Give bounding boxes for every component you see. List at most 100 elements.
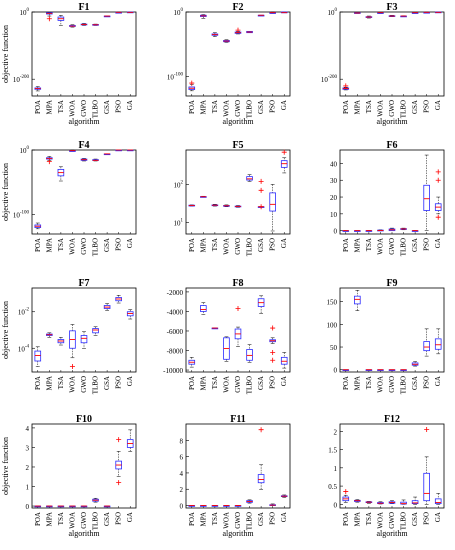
chart-title: F3 bbox=[386, 2, 397, 13]
y-tick-label: 50 bbox=[330, 344, 338, 352]
x-tick-label-tsa: TSA bbox=[57, 512, 65, 525]
x-tick-label-ga: GA bbox=[280, 512, 288, 522]
y-tick-label: 2 bbox=[180, 486, 184, 494]
box-body bbox=[92, 328, 99, 334]
y-tick-label: 2 bbox=[334, 428, 338, 436]
y-tick-exponent: -200 bbox=[20, 75, 30, 80]
box-tsa bbox=[365, 15, 373, 19]
x-tick-label-ga: GA bbox=[280, 376, 288, 386]
x-tick-label-ga: GA bbox=[126, 238, 134, 248]
x-tick-label-gsa: GSA bbox=[103, 376, 111, 390]
box-tsa bbox=[365, 230, 373, 232]
x-tick-label-gsa: GSA bbox=[411, 238, 419, 252]
x-tick-label-gsa: GSA bbox=[411, 100, 419, 114]
box-pso bbox=[423, 328, 430, 357]
x-tick-label-tlbo: TLBO bbox=[92, 512, 100, 530]
x-tick-label-mpa: MPA bbox=[353, 100, 361, 115]
box-woa bbox=[69, 324, 76, 370]
y-tick-label: 2 bbox=[26, 464, 30, 472]
y-tick-base: 40 bbox=[330, 160, 338, 168]
box-woa bbox=[377, 369, 384, 371]
box-body bbox=[200, 305, 207, 312]
box-woa bbox=[223, 505, 230, 507]
y-tick-base: 0 bbox=[334, 367, 338, 375]
x-tick-label-tlbo: TLBO bbox=[92, 238, 100, 256]
x-tick-label-woa: WOA bbox=[68, 376, 76, 393]
x-tick-label-pso: PSO bbox=[423, 100, 431, 113]
x-tick-label-gwo: GWO bbox=[80, 238, 88, 255]
box-tsa bbox=[57, 166, 65, 182]
y-tick-base: 150 bbox=[327, 299, 338, 307]
x-tick-label-tsa: TSA bbox=[365, 376, 373, 389]
x-tick-label-gwo: GWO bbox=[234, 512, 242, 529]
y-tick-label: 10-200 bbox=[13, 75, 30, 84]
y-tick-base: -8000 bbox=[167, 348, 184, 356]
y-tick-exponent: -100 bbox=[174, 73, 184, 78]
x-tick-label-pso: PSO bbox=[269, 376, 277, 389]
y-tick-label: 1 bbox=[26, 484, 30, 492]
y-tick-label: 102 bbox=[174, 180, 184, 189]
box-gwo bbox=[80, 158, 88, 162]
chart-title: F6 bbox=[386, 140, 397, 151]
outlier-marker bbox=[235, 27, 241, 33]
x-tick-label-pso: PSO bbox=[423, 376, 431, 389]
x-tick-label-gsa: GSA bbox=[411, 376, 419, 390]
box-tlbo bbox=[92, 158, 99, 162]
y-tick-base: -2000 bbox=[167, 289, 184, 297]
x-tick-label-mpa: MPA bbox=[353, 238, 361, 253]
chart-title: F7 bbox=[78, 278, 89, 289]
y-tick-base: 10 bbox=[174, 181, 182, 189]
plot-area bbox=[31, 423, 137, 509]
box-poa bbox=[342, 230, 350, 232]
y-tick-label: 0 bbox=[334, 228, 338, 236]
x-tick-label-tlbo: TLBO bbox=[400, 100, 408, 118]
box-mpa bbox=[354, 499, 361, 503]
y-tick-base: 0 bbox=[334, 501, 338, 509]
box-woa bbox=[377, 501, 384, 505]
box-poa bbox=[342, 83, 350, 91]
outlier-marker bbox=[258, 178, 264, 184]
x-tick-label-pso: PSO bbox=[423, 238, 431, 251]
box-gwo bbox=[234, 306, 242, 347]
x-tick-label-ga: GA bbox=[126, 512, 134, 522]
x-tick-label-gsa: GSA bbox=[103, 100, 111, 114]
box-tlbo bbox=[400, 15, 407, 18]
x-tick-label-tlbo: TLBO bbox=[92, 100, 100, 118]
x-tick-label-tsa: TSA bbox=[365, 512, 373, 525]
box-woa bbox=[223, 204, 230, 207]
x-tick-label-woa: WOA bbox=[68, 512, 76, 529]
x-tick-label-pso: PSO bbox=[269, 512, 277, 525]
box-pso bbox=[423, 11, 430, 14]
box-ga bbox=[126, 429, 134, 452]
x-tick-label-tsa: TSA bbox=[57, 376, 65, 389]
y-tick-base: 10 bbox=[167, 74, 175, 82]
box-ga bbox=[434, 11, 442, 14]
x-tick-label-mpa: MPA bbox=[45, 376, 53, 391]
y-tick-base: 10 bbox=[13, 212, 21, 220]
box-mpa bbox=[200, 302, 207, 315]
y-tick-exponent: -200 bbox=[328, 75, 338, 80]
y-tick-base: 2 bbox=[334, 428, 338, 436]
y-tick-label: -2000 bbox=[167, 289, 184, 297]
x-tick-label-mpa: MPA bbox=[45, 238, 53, 253]
box-ga bbox=[434, 328, 442, 355]
box-body bbox=[280, 356, 288, 365]
x-tick-label-ga: GA bbox=[434, 238, 442, 248]
x-tick-label-ga: GA bbox=[126, 100, 134, 110]
outlier-marker bbox=[258, 427, 264, 433]
x-tick-label-tlbo: TLBO bbox=[400, 512, 408, 530]
chart-title: F10 bbox=[76, 414, 92, 425]
chart-panel-f9: F9 0 50 100 150 POA MPA TSA WOA GWO TLBO GSA PSO GA bbox=[327, 278, 445, 394]
x-tick-label-poa: POA bbox=[342, 512, 350, 526]
x-tick-label-pso: PSO bbox=[423, 512, 431, 525]
box-woa bbox=[69, 149, 76, 152]
box-body bbox=[423, 472, 430, 502]
box-woa bbox=[69, 505, 76, 508]
chart-title: F8 bbox=[232, 278, 243, 289]
chart-title: F12 bbox=[384, 414, 400, 425]
y-tick-base: 0.5 bbox=[328, 483, 337, 491]
